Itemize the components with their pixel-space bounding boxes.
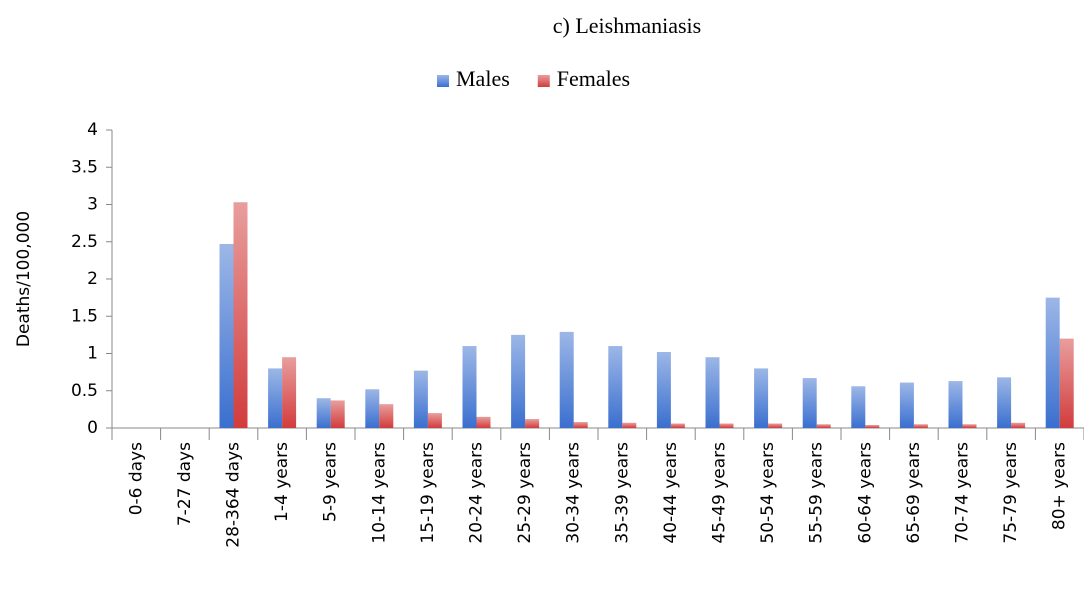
bar xyxy=(233,202,248,428)
bar xyxy=(768,423,783,428)
x-tick-label: 30-34 years xyxy=(564,442,584,544)
bar xyxy=(670,423,685,428)
x-tick-label: 75-79 years xyxy=(1001,442,1021,544)
bar xyxy=(997,377,1012,428)
x-tick-label: 80+ years xyxy=(1050,442,1070,530)
bar xyxy=(913,424,928,428)
y-tick-label: 1.5 xyxy=(71,306,98,326)
y-tick-label: 2.5 xyxy=(71,232,98,252)
bar xyxy=(413,370,428,428)
x-tick-label: 20-24 years xyxy=(467,442,487,544)
bar xyxy=(948,381,963,428)
x-tick-label: 65-69 years xyxy=(904,442,924,544)
bar xyxy=(525,419,540,428)
bar xyxy=(462,346,477,428)
bar xyxy=(511,334,526,428)
y-tick-label: 0.5 xyxy=(71,381,98,401)
bar xyxy=(816,424,831,428)
legend-label: Males xyxy=(456,66,510,91)
y-tick-label: 1 xyxy=(87,344,98,364)
bar xyxy=(476,416,491,428)
bar xyxy=(1011,422,1026,428)
x-tick-label: 55-59 years xyxy=(807,442,827,544)
bar xyxy=(705,357,720,428)
x-tick-label: 5-9 years xyxy=(321,442,341,522)
bar xyxy=(330,400,345,428)
bar xyxy=(559,331,574,428)
bar xyxy=(268,368,283,428)
y-tick-label: 3 xyxy=(87,195,98,215)
x-tick-label: 35-39 years xyxy=(612,442,632,544)
bar xyxy=(365,389,380,428)
bar xyxy=(719,423,734,428)
bar xyxy=(379,404,394,428)
x-tick-label: 1-4 years xyxy=(272,442,292,522)
x-tick-label: 50-54 years xyxy=(758,442,778,544)
x-tick-label: 7-27 days xyxy=(175,442,195,526)
legend-label: Females xyxy=(557,66,630,91)
y-tick-label: 4 xyxy=(87,120,98,140)
y-axis-label: Deaths/100,000 xyxy=(14,211,34,347)
bar xyxy=(851,386,866,428)
x-tick-label: 10-14 years xyxy=(369,442,389,544)
x-tick-label: 28-364 days xyxy=(224,442,244,548)
x-tick-label: 70-74 years xyxy=(953,442,973,544)
bar xyxy=(316,398,331,428)
x-tick-label: 25-29 years xyxy=(515,442,535,544)
bar xyxy=(802,378,817,428)
bar xyxy=(282,357,297,428)
y-tick-label: 3.5 xyxy=(71,157,98,177)
bar xyxy=(1059,338,1074,428)
bar xyxy=(622,422,637,428)
y-tick-label: 2 xyxy=(87,269,98,289)
legend-swatch xyxy=(437,75,449,87)
bar xyxy=(219,243,234,428)
bar xyxy=(962,424,977,428)
bar xyxy=(608,346,623,428)
bar xyxy=(573,422,588,428)
bar xyxy=(754,368,769,428)
x-tick-label: 45-49 years xyxy=(710,442,730,544)
bar xyxy=(899,382,914,428)
legend-swatch xyxy=(537,75,550,87)
x-tick-label: 40-44 years xyxy=(661,442,681,544)
x-tick-label: 60-64 years xyxy=(855,442,875,544)
bar xyxy=(656,352,671,428)
x-tick-label: 0-6 days xyxy=(126,442,146,515)
y-tick-label: 0 xyxy=(87,418,98,438)
bar xyxy=(427,413,442,428)
bar xyxy=(1045,297,1060,428)
bar xyxy=(865,425,880,428)
x-tick-label: 15-19 years xyxy=(418,442,438,544)
chart-title: c) Leishmaniasis xyxy=(553,13,701,38)
